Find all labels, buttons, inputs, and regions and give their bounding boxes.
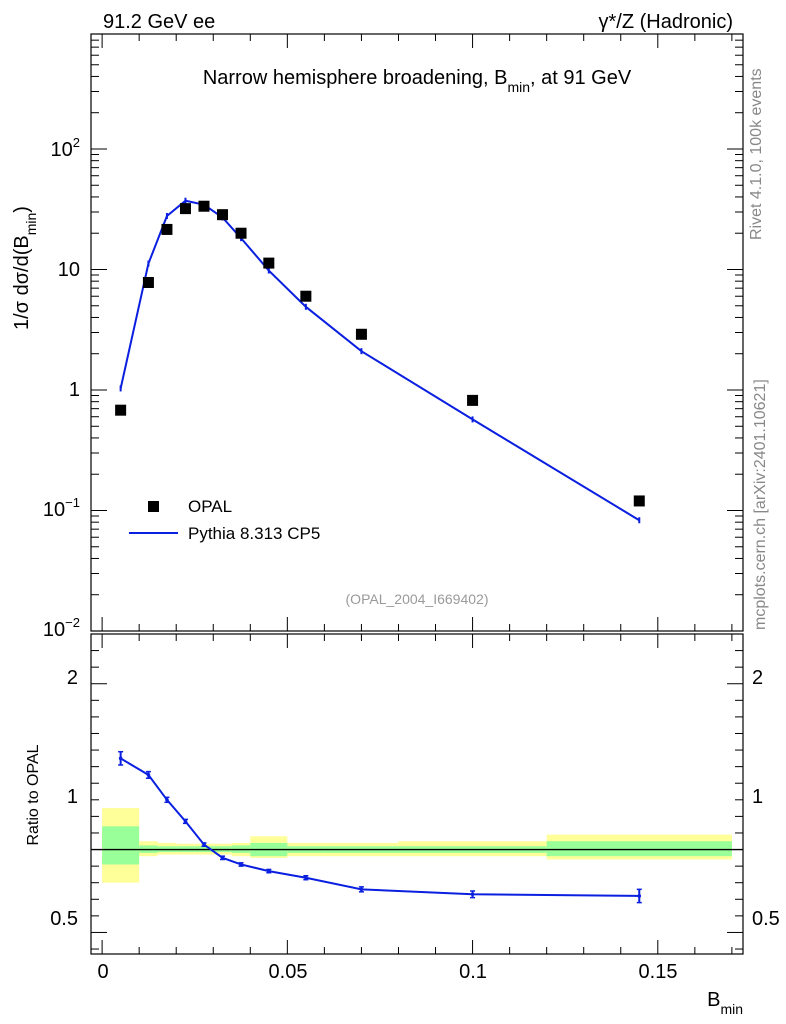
- x-tick-label-0: 0: [97, 961, 108, 983]
- ratio-point: [146, 773, 151, 777]
- ratio-y-tick-label-0.5: 0.5: [50, 908, 78, 930]
- mcplots-credit-label: mcplots.cern.ch [arXiv:2401.10621]: [752, 379, 769, 630]
- x-tick-label-0.05: 0.05: [269, 961, 308, 983]
- main-plot-data: [115, 197, 645, 524]
- main-plot-title: Narrow hemisphere broadening, Bmin, at 9…: [203, 67, 632, 95]
- ratio-point: [239, 862, 243, 867]
- y-tick-label-1: 1: [69, 379, 80, 401]
- ratio-point: [183, 819, 188, 824]
- ratio-point: [220, 856, 225, 860]
- y-tick-label-1e2: 102: [51, 135, 80, 161]
- ratio-band-green-11: [546, 841, 732, 857]
- analysis-watermark: (OPAL_2004_I669402): [346, 591, 489, 607]
- opal-data-point: [161, 223, 173, 235]
- ratio-plot-frame: [90, 633, 744, 955]
- ratio-line: [120, 757, 640, 897]
- ratio-y-tick-label-2: 2: [67, 667, 78, 689]
- ratio-point: [359, 887, 364, 892]
- y-tick-label-1e-1: 10−1: [43, 495, 80, 521]
- opal-data-point: [217, 209, 229, 221]
- x-tick-label-0.1: 0.1: [459, 961, 487, 983]
- legend-pythia-label: Pythia 8.313 CP5: [188, 524, 320, 543]
- ratio-uncertainty-bands: [91, 808, 743, 883]
- main-y-axis-label: 1/σ dσ/d(Bmin): [11, 206, 39, 330]
- legend-opal-marker: [148, 501, 159, 512]
- opal-data-point: [355, 328, 367, 340]
- opal-data-point: [179, 203, 191, 215]
- legend-opal-label: OPAL: [188, 497, 232, 516]
- ratio-point: [267, 869, 271, 873]
- rivet-version-label: Rivet 4.1.0, 100k events: [748, 68, 765, 240]
- ratio-point: [202, 842, 206, 847]
- opal-data-point: [300, 290, 312, 302]
- ratio-y-tick-label-1: 1: [67, 786, 78, 808]
- opal-data-point: [467, 394, 479, 406]
- ratio-y-tick-label-right-1: 1: [752, 786, 763, 808]
- ratio-y-axis-label: Ratio to OPAL: [25, 744, 42, 845]
- ratio-point: [304, 875, 308, 880]
- header-right: γ*/Z (Hadronic): [599, 11, 733, 33]
- axis-ticks: [91, 33, 743, 954]
- ratio-y-tick-label-right-0.5: 0.5: [752, 908, 780, 930]
- opal-data-point: [142, 276, 154, 288]
- x-tick-label-0.15: 0.15: [639, 961, 678, 983]
- ratio-plot-data: [118, 750, 642, 904]
- y-tick-label-1e-2: 10−2: [43, 615, 80, 641]
- ratio-band-green-0: [102, 826, 140, 865]
- pythia-line: [119, 199, 640, 522]
- opal-data-point: [115, 404, 127, 416]
- y-tick-label-10: 10: [58, 259, 80, 281]
- x-axis-label: Bmin: [707, 989, 743, 1017]
- header-left: 91.2 GeV ee: [103, 11, 215, 33]
- ratio-point: [118, 756, 123, 761]
- ratio-point: [637, 894, 642, 898]
- opal-data-point: [633, 495, 645, 507]
- opal-data-point: [198, 200, 210, 212]
- ratio-point: [165, 798, 169, 802]
- ratio-y-tick-label-right-2: 2: [752, 667, 763, 689]
- opal-data-point: [235, 227, 247, 239]
- opal-data-point: [263, 257, 275, 269]
- ratio-point: [470, 892, 475, 897]
